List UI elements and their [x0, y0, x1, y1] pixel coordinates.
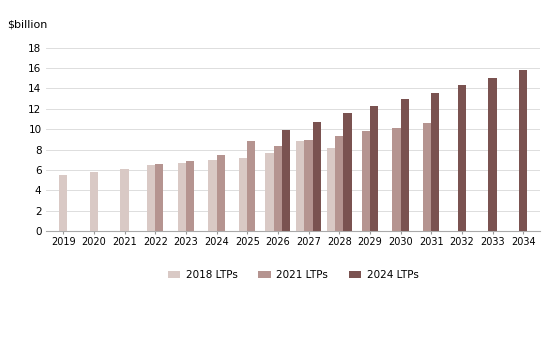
- Bar: [282, 130, 290, 231]
- Bar: [208, 160, 217, 231]
- Bar: [362, 131, 370, 231]
- Bar: [392, 128, 400, 231]
- Bar: [217, 155, 225, 231]
- Bar: [90, 172, 98, 231]
- Bar: [296, 141, 304, 231]
- Bar: [344, 113, 352, 231]
- Bar: [488, 78, 497, 231]
- Bar: [239, 158, 247, 231]
- Bar: [186, 161, 194, 231]
- Bar: [59, 175, 67, 231]
- Bar: [519, 70, 527, 231]
- Bar: [274, 146, 282, 231]
- Bar: [265, 153, 274, 231]
- Bar: [120, 169, 129, 231]
- Bar: [147, 165, 155, 231]
- Bar: [247, 141, 255, 231]
- Bar: [458, 86, 466, 231]
- Legend: 2018 LTPs, 2021 LTPs, 2024 LTPs: 2018 LTPs, 2021 LTPs, 2024 LTPs: [164, 266, 423, 284]
- Bar: [178, 163, 186, 231]
- Bar: [335, 136, 344, 231]
- Text: $billion: $billion: [7, 20, 47, 30]
- Bar: [400, 99, 409, 231]
- Bar: [423, 123, 431, 231]
- Bar: [370, 106, 378, 231]
- Bar: [431, 93, 439, 231]
- Bar: [313, 122, 321, 231]
- Bar: [327, 148, 335, 231]
- Bar: [155, 164, 164, 231]
- Bar: [304, 140, 313, 231]
